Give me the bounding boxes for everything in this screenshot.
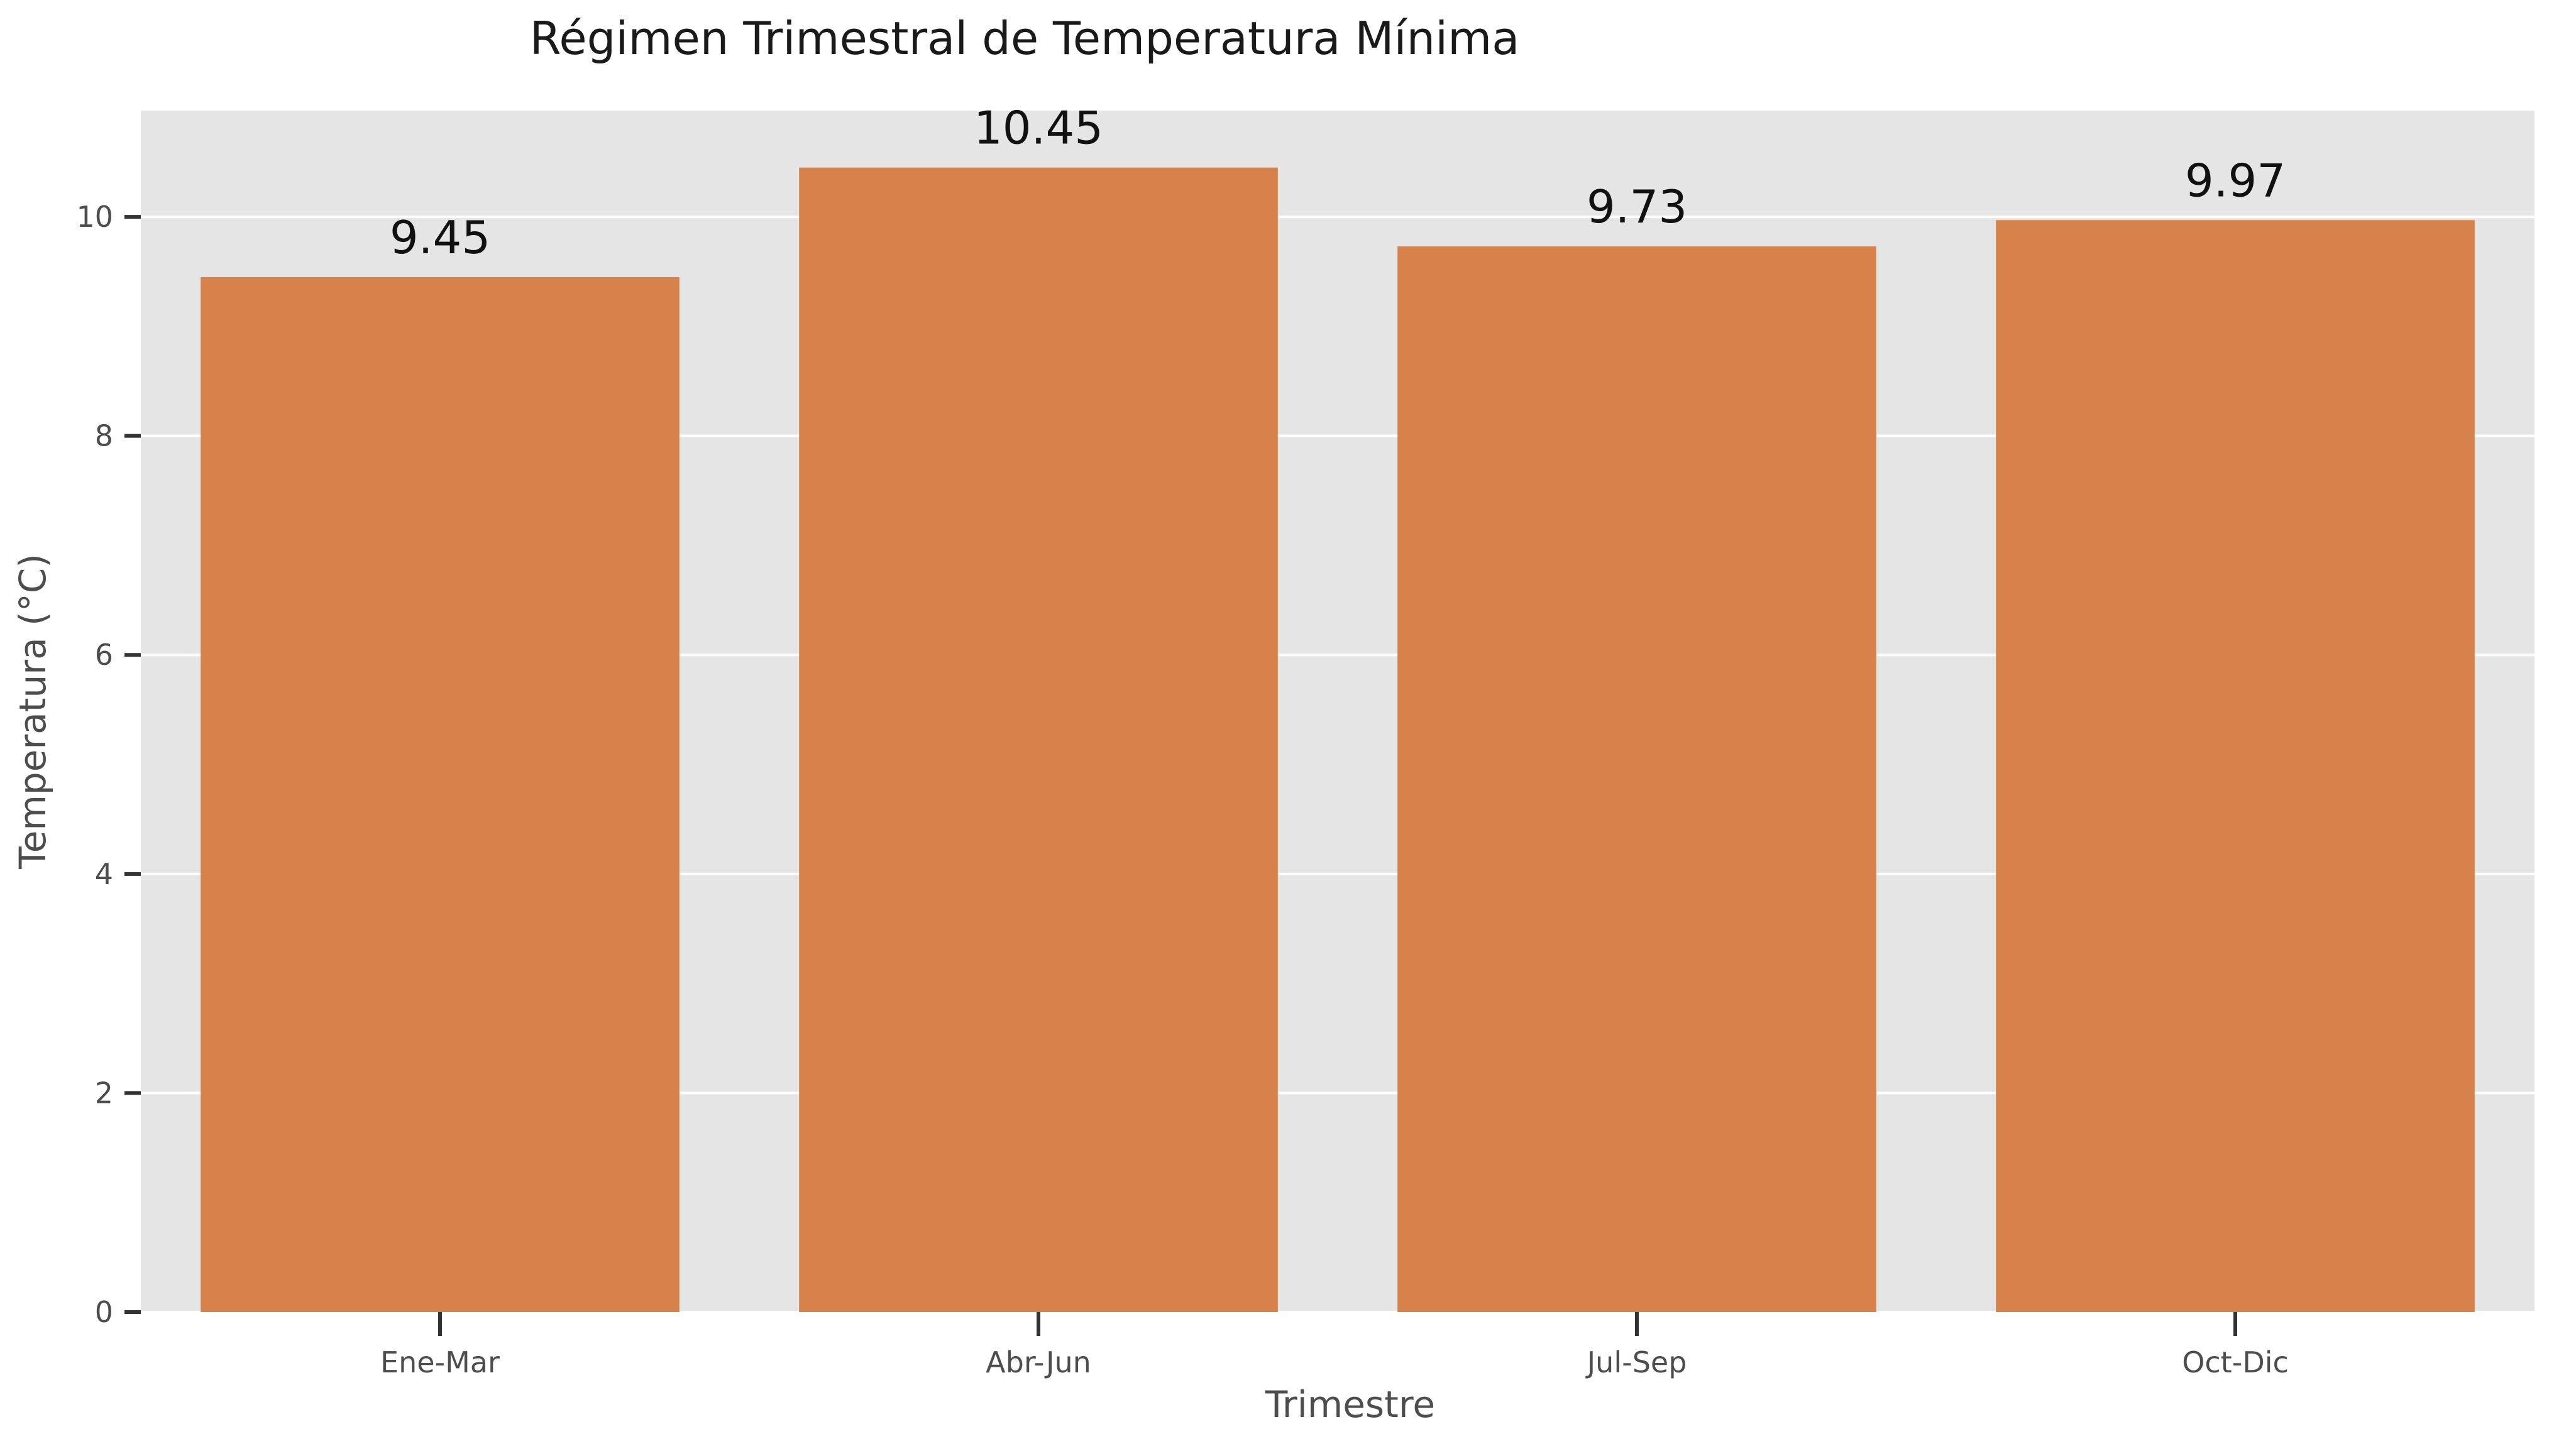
x-tick-label: Abr-Jun [986, 1345, 1091, 1379]
x-axis-title: Trimestre [1265, 1383, 1435, 1426]
chart-title: Régimen Trimestral de Temperatura Mínima [530, 12, 1520, 65]
y-axis: 0 2 4 6 8 10 [76, 200, 141, 1329]
y-axis-title: Temperatura (°C) [11, 554, 54, 870]
bars [201, 167, 2475, 1313]
y-tick-label: 10 [76, 200, 113, 234]
x-axis: Ene-Mar Abr-Jun Jul-Sep Oct-Dic [380, 1312, 2289, 1379]
y-tick-label: 4 [95, 857, 113, 891]
bar-jul-sep [1397, 246, 1876, 1312]
bar-labels: 9.45 10.45 9.73 9.97 [390, 102, 2286, 264]
bar-abr-jun [799, 167, 1278, 1313]
bar-value-label: 10.45 [974, 102, 1103, 155]
bar-value-label: 9.97 [2185, 154, 2286, 207]
bar-oct-dic [1996, 220, 2475, 1313]
x-tick-label: Jul-Sep [1585, 1345, 1687, 1379]
y-tick-label: 2 [95, 1076, 113, 1110]
y-tick-label: 8 [95, 419, 113, 453]
x-tick-label: Oct-Dic [2182, 1345, 2289, 1379]
x-tick-label: Ene-Mar [380, 1345, 500, 1379]
y-tick-label: 0 [95, 1295, 113, 1329]
bar-value-label: 9.73 [1587, 180, 1687, 233]
y-tick-label: 6 [95, 638, 113, 672]
bar-ene-mar [201, 276, 680, 1312]
bar-value-label: 9.45 [390, 211, 490, 264]
